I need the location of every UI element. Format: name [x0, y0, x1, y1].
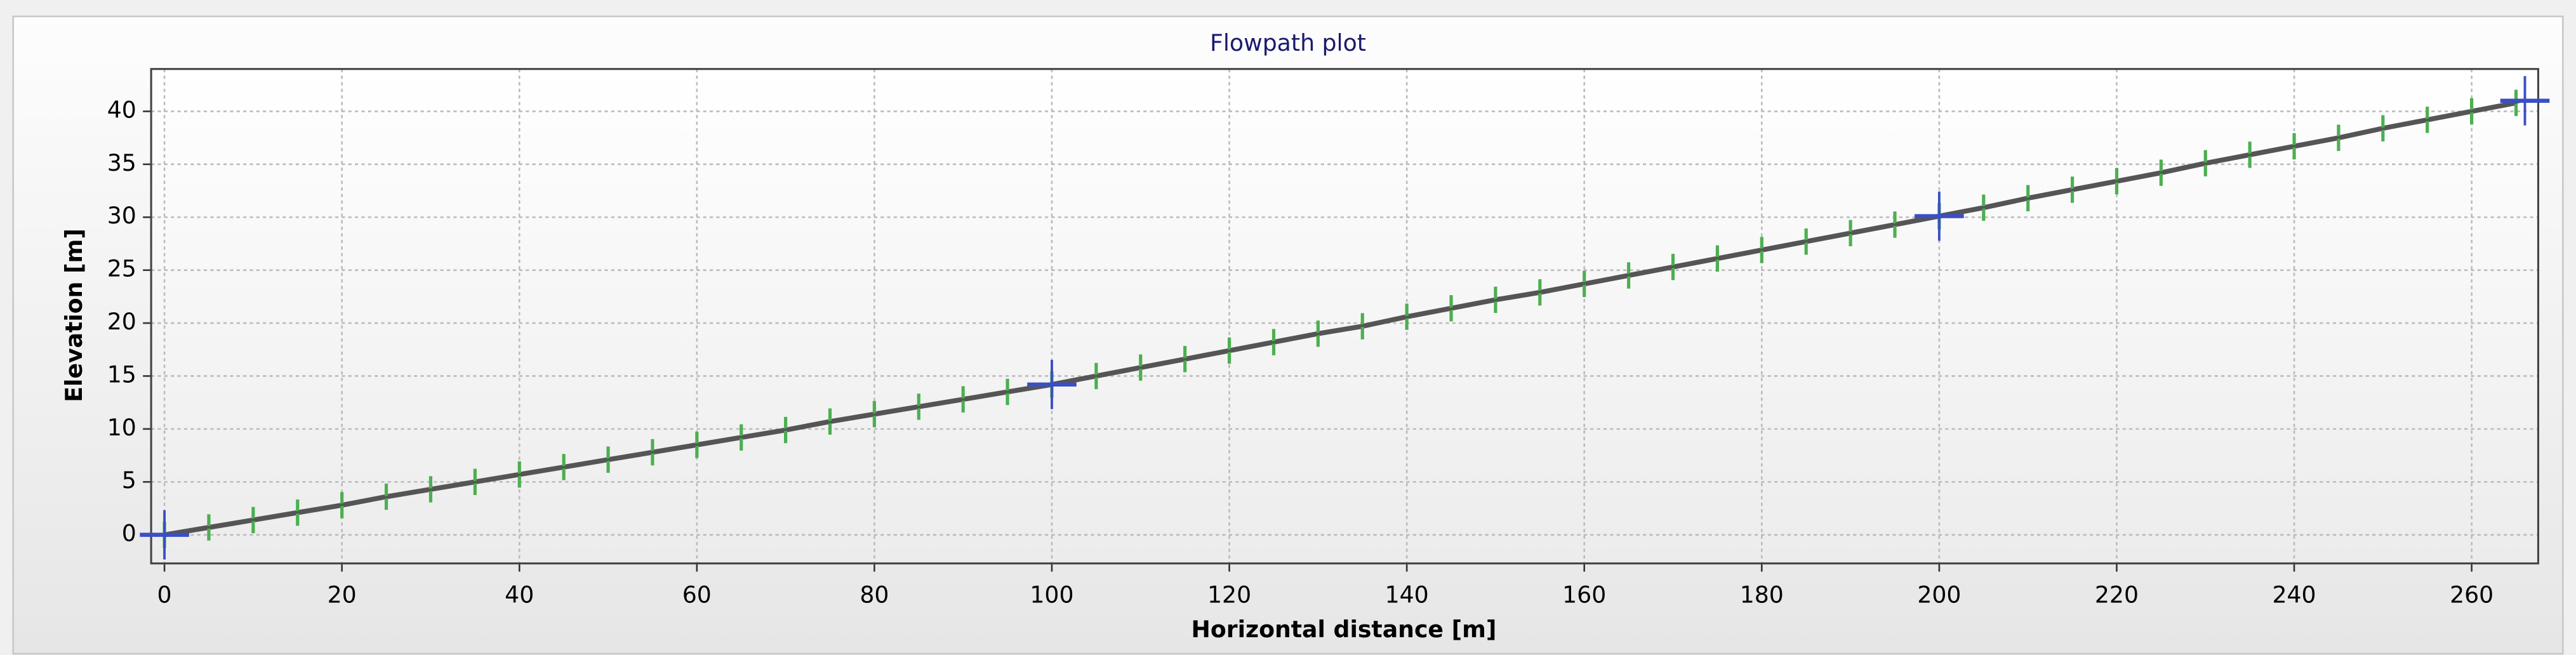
x-tick-label: 0: [157, 581, 172, 608]
y-tick-label: 25: [107, 255, 136, 282]
y-tick-label: 0: [122, 520, 136, 547]
chart-title: Flowpath plot: [1210, 29, 1366, 56]
y-tick-label: 35: [107, 149, 136, 176]
y-tick-label: 20: [107, 308, 136, 335]
y-tick-label: 10: [107, 414, 136, 441]
x-tick-label: 140: [1385, 581, 1429, 608]
node-marker: [140, 510, 189, 560]
x-tick-label: 20: [328, 581, 357, 608]
plot-area: [151, 69, 2539, 564]
x-tick-label: 60: [682, 581, 712, 608]
x-tick-label: 40: [505, 581, 534, 608]
flowpath-line: [164, 99, 2525, 536]
plot-border: [150, 68, 2540, 565]
y-tick-label: 15: [107, 361, 136, 388]
x-tick-label: 240: [2272, 581, 2316, 608]
y-tick-label: 30: [107, 202, 136, 229]
node-marker: [1915, 191, 1964, 241]
x-tick-label: 180: [1740, 581, 1784, 608]
x-tick-label: 220: [2095, 581, 2139, 608]
x-tick-label: 200: [1917, 581, 1961, 608]
x-tick-label: 80: [860, 581, 889, 608]
y-axis-label: Elevation [m]: [60, 228, 88, 402]
node-marker: [2500, 76, 2550, 126]
x-tick-label: 260: [2450, 581, 2493, 608]
y-tick-label: 5: [122, 466, 136, 494]
x-tick-label: 160: [1562, 581, 1606, 608]
x-axis-label: Horizontal distance [m]: [1192, 616, 1497, 643]
y-tick-label: 40: [107, 96, 136, 123]
x-tick-label: 100: [1030, 581, 1073, 608]
x-tick-label: 120: [1207, 581, 1251, 608]
node-marker: [1027, 359, 1077, 409]
